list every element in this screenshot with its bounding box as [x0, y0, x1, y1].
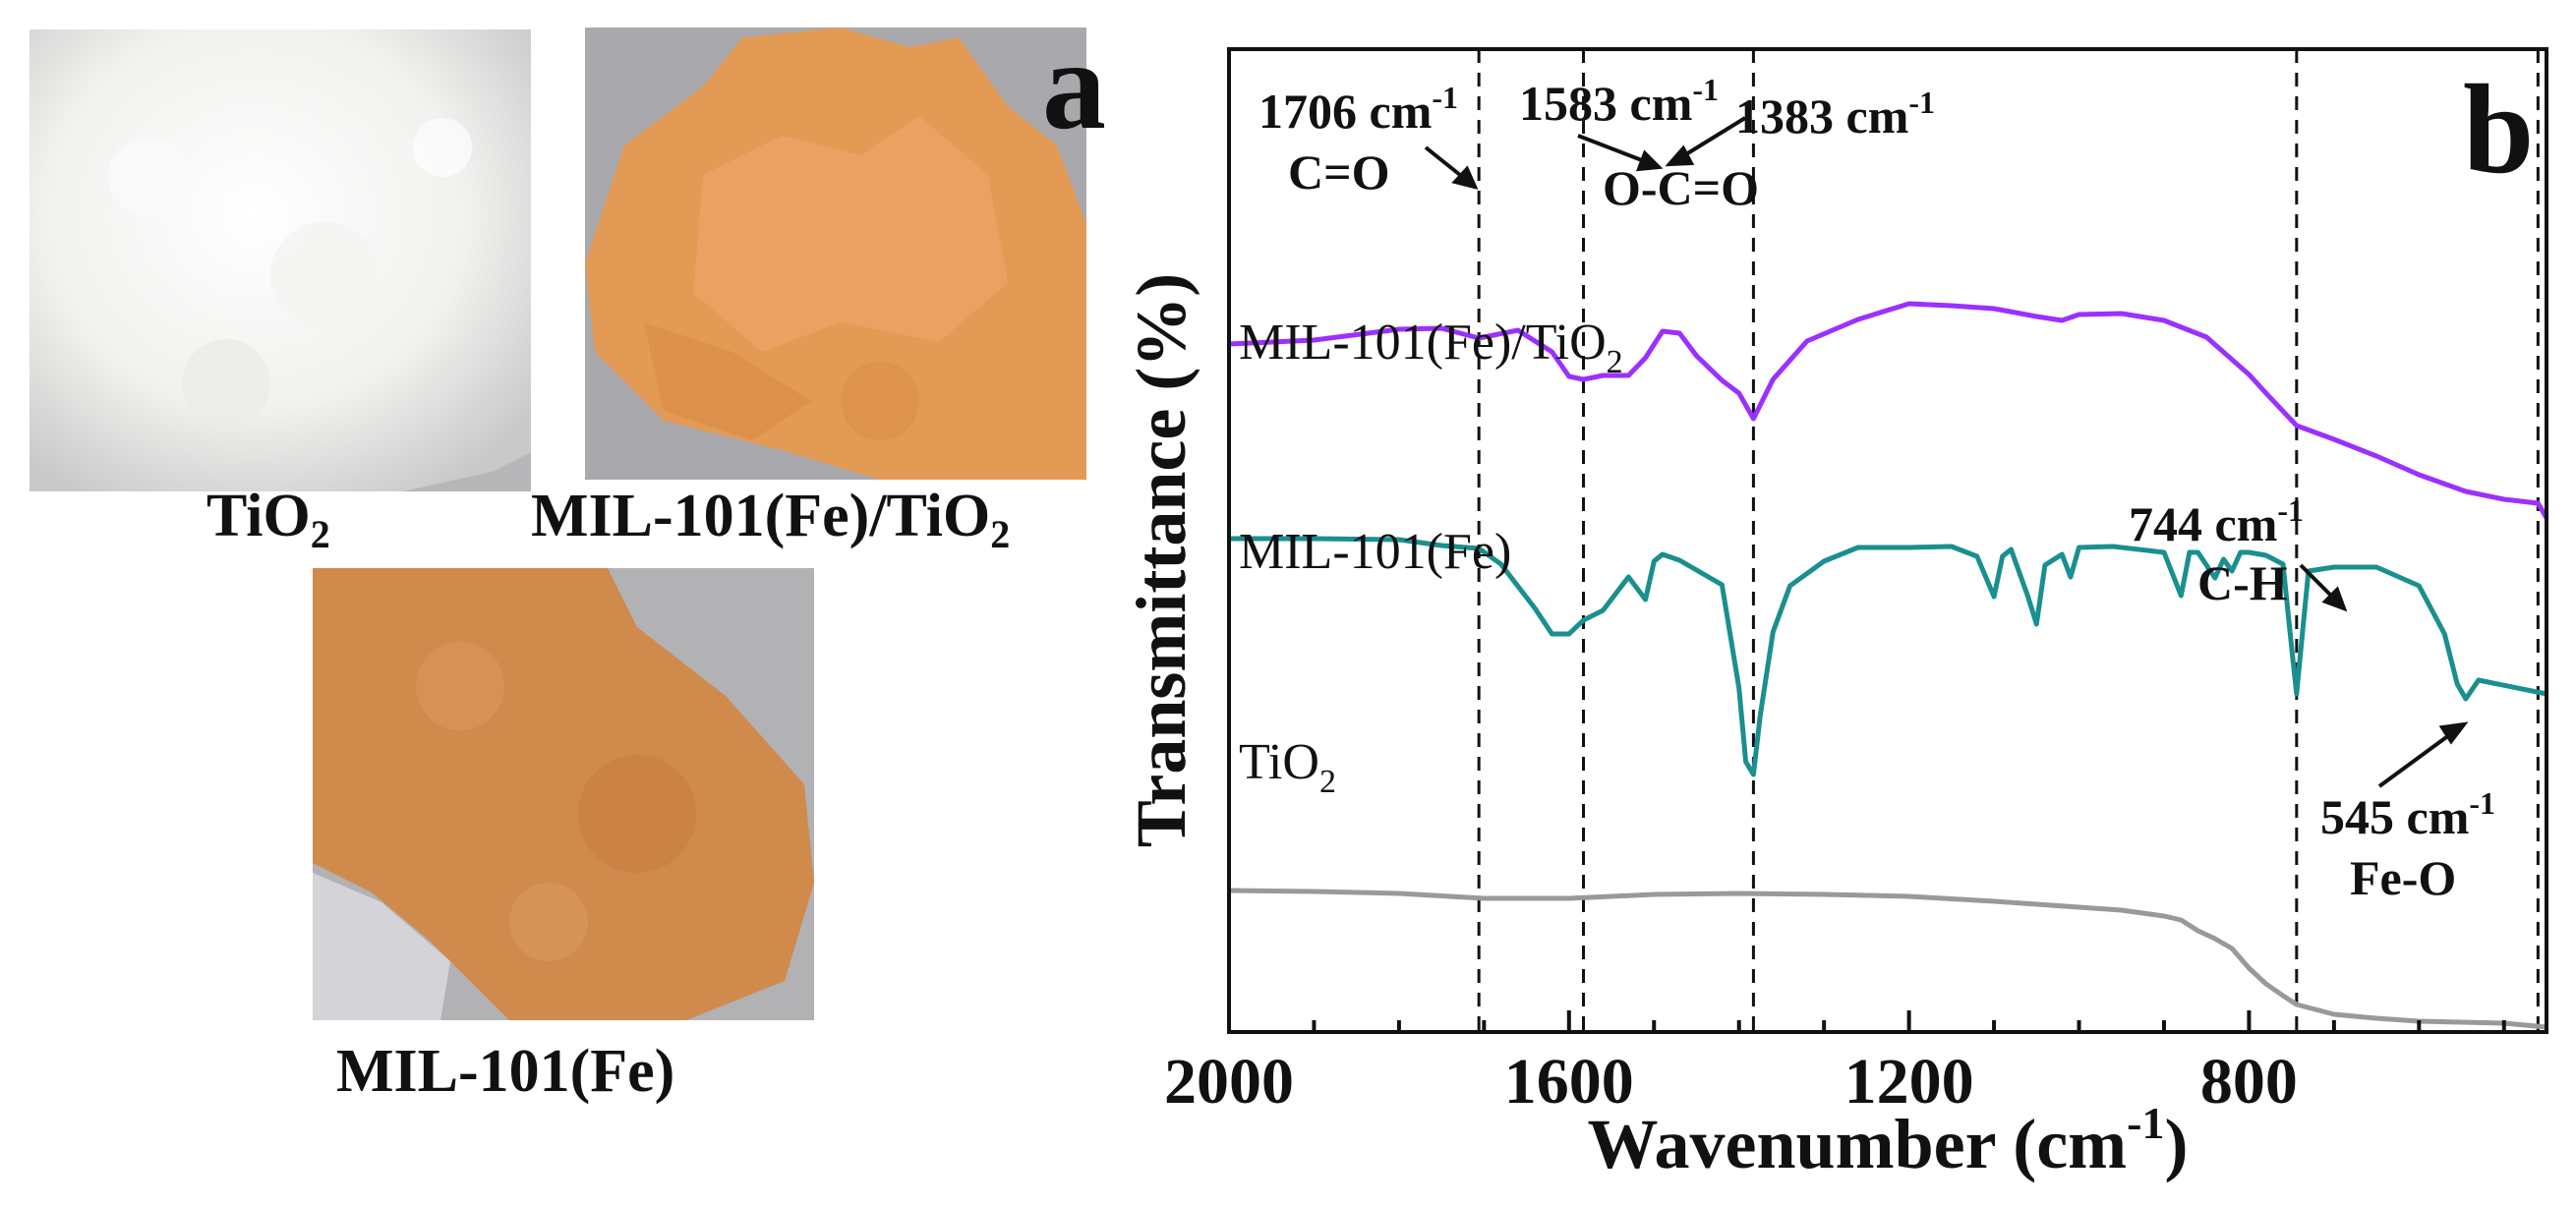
- x-tick-label-1200: 1200: [1844, 1046, 1974, 1118]
- composite-photo: [585, 28, 1086, 480]
- mil-photo: [313, 568, 814, 1020]
- y-axis-label: Transmittance (%): [1131, 273, 1200, 848]
- annotation-o-c-o-bond: O-C=O: [1603, 160, 1759, 215]
- annotation-arrows: [1424, 116, 2469, 788]
- annotation-c-h-bond: C-H: [2197, 555, 2288, 610]
- x-axis: 2000 1600 1200 800: [1164, 1010, 2506, 1118]
- arrow-744-head: [2321, 586, 2348, 612]
- arrow-1583: [1577, 134, 1648, 164]
- tio2-photo: [29, 29, 531, 491]
- annotation-545-wavenumber: 545 cm-1: [2320, 785, 2495, 844]
- panel-label-b: b: [2463, 59, 2534, 201]
- arrow-c-o: [1424, 145, 1467, 181]
- ftir-chart: 2000 1600 1200 800 b Transmittance (%) Wave…: [1131, 47, 2549, 1183]
- arrow-545: [2377, 730, 2455, 788]
- composite-powder-image: [585, 28, 1086, 480]
- annotation-1383-wavenumber: 1383 cm-1: [1735, 85, 1935, 144]
- series-line-2: [1228, 888, 2547, 1030]
- series-line-1: [1229, 536, 2547, 777]
- arrow-744: [2299, 563, 2337, 602]
- composite-photo-label: MIL-101(Fe)/TiO2: [531, 483, 1011, 556]
- series-label-tio2: TiO2: [1239, 734, 1336, 800]
- tio2-photo-label: TiO2: [206, 483, 330, 556]
- series-label-composite: MIL-101(Fe)/TiO2: [1239, 315, 1623, 380]
- mil-photo-label: MIL-101(Fe): [336, 1038, 675, 1105]
- mil-powder-image: [313, 568, 814, 1020]
- chart-series: [1228, 301, 2549, 1030]
- series-line-0: [1228, 301, 2549, 520]
- tio2-powder-image: [29, 29, 531, 491]
- x-tick-label-2000: 2000: [1164, 1046, 1294, 1118]
- arrow-545-head: [2438, 721, 2469, 745]
- arrow-1583-head: [1635, 149, 1664, 172]
- panel-label-a: a: [1042, 15, 1106, 156]
- x-axis-label: Wavenumber (cm-1): [1588, 1098, 2189, 1183]
- arrow-c-o-head: [1451, 165, 1479, 190]
- y-axis-label-text: Transmittance (%): [1131, 273, 1200, 848]
- annotation-c-o-bond: C=O: [1288, 144, 1390, 200]
- annotation-fe-o-bond: Fe-O: [2350, 850, 2456, 905]
- series-label-mil: MIL-101(Fe): [1239, 524, 1511, 580]
- plot-frame: [1227, 47, 2548, 1034]
- annotation-1583-wavenumber: 1583 cm-1: [1519, 72, 1719, 131]
- x-tick-label-800: 800: [2200, 1046, 2298, 1118]
- arrow-1383: [1679, 116, 1747, 159]
- x-tick-label-1600: 1600: [1504, 1046, 1634, 1118]
- annotation-1706-wavenumber: 1706 cm-1: [1259, 80, 1458, 139]
- annotation-744-wavenumber: 744 cm-1: [2129, 492, 2304, 551]
- arrow-1383-head: [1665, 144, 1695, 167]
